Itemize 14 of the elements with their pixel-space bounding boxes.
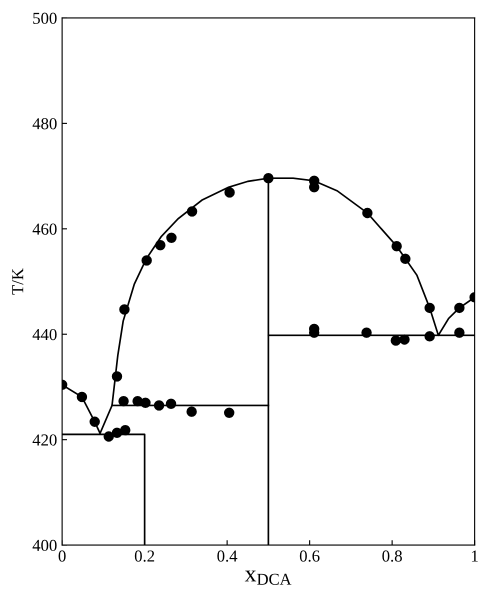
y-axis-title: T/K <box>12 268 24 295</box>
y-tick-label: 480 <box>32 118 57 130</box>
x-tick-label: 1 <box>472 550 478 562</box>
x-tick-label: 0 <box>58 550 66 562</box>
x-tick-label: 0.2 <box>134 550 154 562</box>
x-tick-label: 0.6 <box>300 550 320 562</box>
y-tick-label: 460 <box>32 224 57 235</box>
y-tick-label: 400 <box>32 540 57 552</box>
y-tick-label: 420 <box>32 434 57 446</box>
x-tick-label: 0.4 <box>217 550 238 562</box>
x-axis-title: x$_{DCA}$ <box>244 570 292 585</box>
x-tick-label: 0.8 <box>382 550 402 562</box>
y-tick-label: 440 <box>32 328 57 340</box>
y-tick-label: 500 <box>33 12 57 24</box>
